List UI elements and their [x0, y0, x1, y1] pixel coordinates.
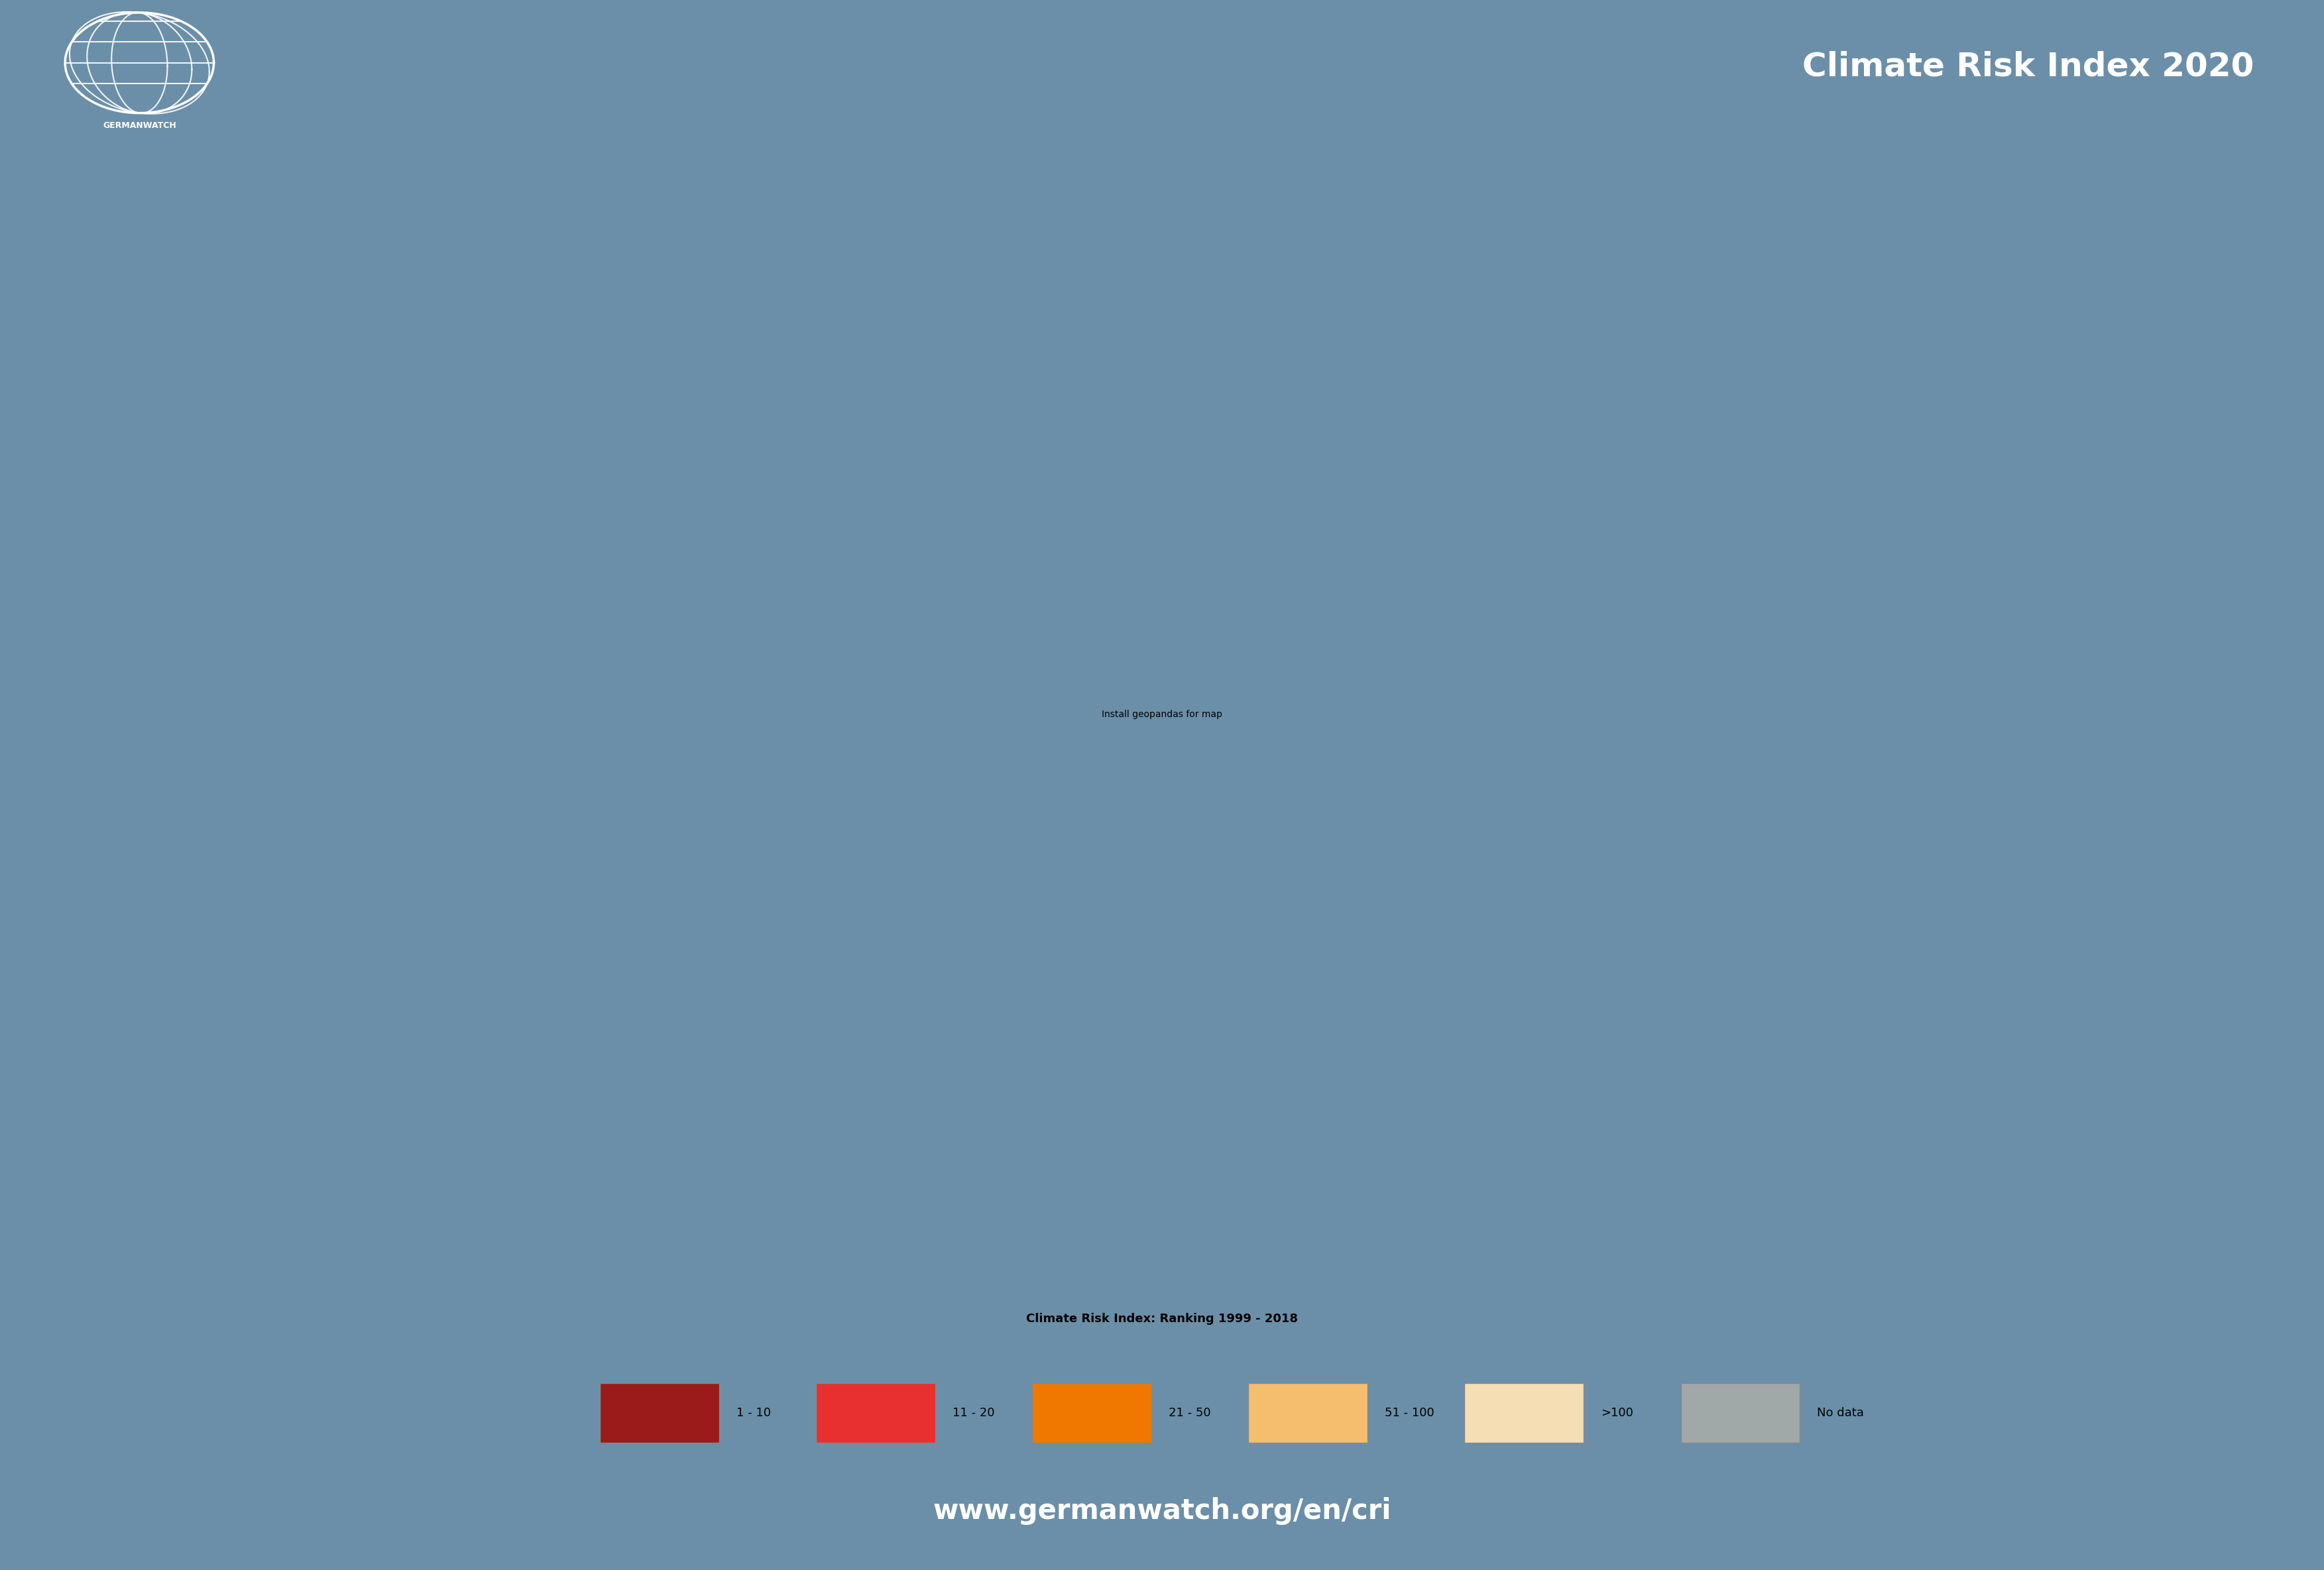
Text: 1 - 10: 1 - 10	[737, 1407, 772, 1419]
Text: >100: >100	[1601, 1407, 1634, 1419]
Text: www.germanwatch.org/en/cri: www.germanwatch.org/en/cri	[932, 1498, 1392, 1524]
Text: No data: No data	[1817, 1407, 1864, 1419]
Text: Install geopandas for map: Install geopandas for map	[1102, 710, 1222, 719]
FancyBboxPatch shape	[1248, 1383, 1367, 1443]
Text: GERMANWATCH: GERMANWATCH	[102, 121, 177, 130]
FancyBboxPatch shape	[600, 1383, 718, 1443]
FancyBboxPatch shape	[1680, 1383, 1799, 1443]
Text: 11 - 20: 11 - 20	[953, 1407, 995, 1419]
Text: Climate Risk Index: Ranking 1999 - 2018: Climate Risk Index: Ranking 1999 - 2018	[1027, 1313, 1297, 1325]
Text: 51 - 100: 51 - 100	[1385, 1407, 1434, 1419]
FancyBboxPatch shape	[1032, 1383, 1150, 1443]
Text: 21 - 50: 21 - 50	[1169, 1407, 1211, 1419]
FancyBboxPatch shape	[816, 1383, 934, 1443]
FancyBboxPatch shape	[1464, 1383, 1583, 1443]
Text: Climate Risk Index 2020: Climate Risk Index 2020	[1803, 50, 2254, 83]
